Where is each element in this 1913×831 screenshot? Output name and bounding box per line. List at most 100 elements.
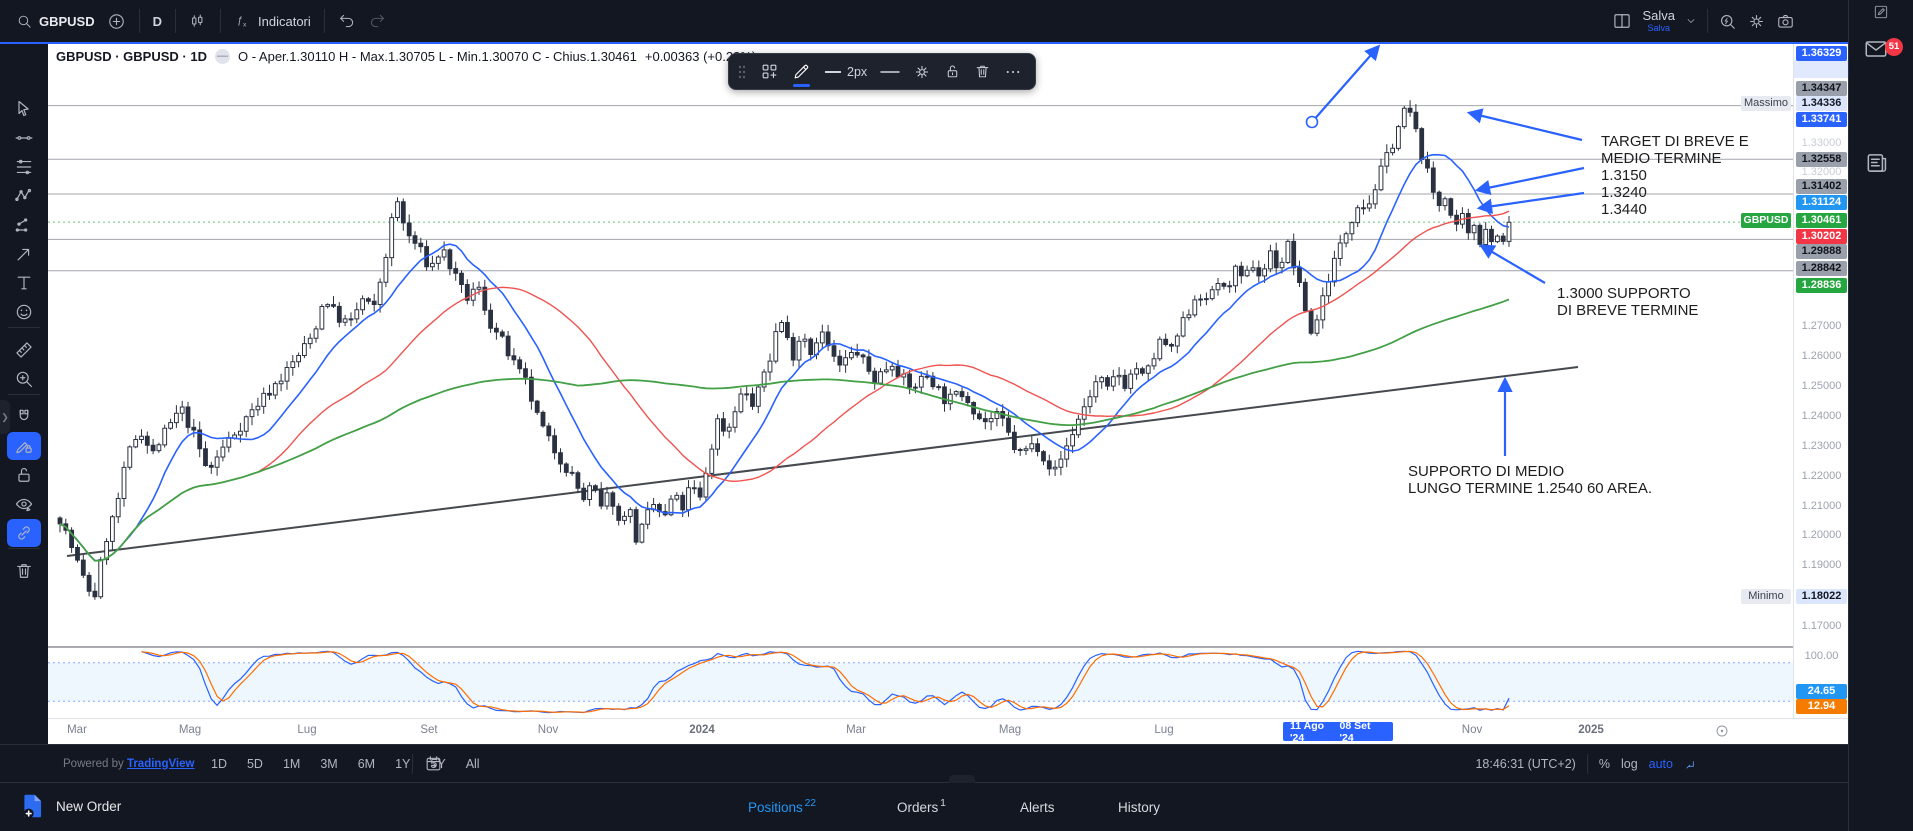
layout-icon[interactable]	[1612, 11, 1632, 31]
go-to-date-icon[interactable]	[424, 754, 443, 773]
range-button-6M[interactable]: 6M	[357, 756, 376, 771]
trend-line-tool[interactable]	[7, 124, 41, 152]
redo-button[interactable]	[362, 8, 392, 34]
sma-mid-line	[59, 210, 1510, 562]
chart-canvas[interactable]	[48, 44, 1793, 744]
cursor-tool[interactable]	[7, 95, 41, 123]
drag-handle-icon[interactable]	[737, 64, 747, 80]
undo-button[interactable]	[332, 8, 362, 34]
pencil-tool-icon[interactable]	[792, 62, 811, 87]
sync-drawings-tool[interactable]	[7, 519, 41, 547]
time-label-Mag[interactable]: Mag	[998, 724, 1022, 736]
delete-drawing-icon[interactable]	[974, 63, 991, 80]
remove-drawings-tool[interactable]	[7, 557, 41, 585]
arrow-marker-tool[interactable]	[7, 240, 41, 268]
adjust-scale-icon[interactable]	[1684, 757, 1698, 771]
drawing-settings-icon[interactable]	[913, 63, 931, 81]
log-scale-button[interactable]: log	[1620, 756, 1638, 771]
range-button-1Y[interactable]: 1Y	[395, 756, 411, 771]
interval-button[interactable]: D	[147, 10, 168, 33]
time-label-Mag[interactable]: Mag	[178, 724, 202, 736]
sync-drawings-icon	[14, 523, 34, 543]
more-options-icon[interactable]	[1004, 63, 1022, 81]
xabcd-pattern-icon	[14, 186, 34, 206]
time-label-Set[interactable]: Set	[420, 724, 438, 736]
time-label-Nov[interactable]: Nov	[1461, 724, 1483, 736]
auto-scale-button[interactable]: auto	[1648, 756, 1673, 771]
long-support-note[interactable]: SUPPORTO DI MEDIO LUNGO TERMINE 1.2540 60…	[1408, 463, 1652, 497]
quick-search-icon[interactable]	[1718, 12, 1737, 31]
fib-retracement-tool[interactable]	[7, 153, 41, 181]
target-note-line: MEDIO TERMINE	[1601, 150, 1722, 167]
range-button-5D[interactable]: 5D	[246, 756, 263, 771]
lock-icon[interactable]	[944, 63, 961, 80]
magnet-tool[interactable]	[7, 403, 41, 431]
target-note-line: 1.3440	[1601, 201, 1647, 218]
short-support-note[interactable]: 1.3000 SUPPORTO DI BREVE TERMINE	[1557, 285, 1698, 319]
save-button[interactable]: Salva Salva	[1642, 9, 1675, 33]
tab-positions[interactable]: Positions 22	[748, 783, 816, 831]
time-axis[interactable]: Mar Mag Lug Set Nov 2024 Mar Mag Lug Nov 2025 11 Ag…	[48, 718, 1848, 744]
time-label-Lug[interactable]: Lug	[297, 724, 317, 736]
compare-add-button[interactable]	[101, 8, 132, 35]
tab-label: Alerts	[1020, 800, 1055, 815]
emoji-tool[interactable]	[7, 298, 41, 326]
target-note[interactable]: TARGET DI BREVE E MEDIO TERMINE 1.3150 1.32…	[1601, 133, 1749, 218]
magnet-icon	[14, 407, 34, 427]
time-label-2024[interactable]: 2024	[689, 724, 715, 736]
chart-legend: GBPUSD · GBPUSD · 1D — O - Aper.1.30110 …	[56, 49, 756, 64]
edit-note-icon[interactable]	[1873, 4, 1889, 20]
line-style-icon[interactable]	[880, 69, 900, 75]
price-label-100.00: 100.00	[1804, 650, 1839, 662]
legend-title[interactable]: GBPUSD · GBPUSD · 1D	[56, 49, 207, 64]
tradingview-link[interactable]: TradingView	[126, 757, 195, 770]
range-button-1M[interactable]: 1M	[282, 756, 301, 771]
symbol-search-button[interactable]: GBPUSD	[10, 9, 101, 34]
time-label-2025[interactable]: 2025	[1578, 724, 1604, 736]
floating-drawing-toolbar[interactable]: 2px	[728, 53, 1036, 90]
range-button-3M[interactable]: 3M	[320, 756, 338, 771]
settings-gear-icon[interactable]	[1747, 12, 1766, 31]
xabcd-pattern-tool[interactable]	[7, 182, 41, 210]
tab-alerts[interactable]: Alerts	[1020, 783, 1055, 831]
lock-drawings-tool[interactable]	[7, 432, 41, 460]
forecast-tool[interactable]	[7, 211, 41, 239]
chart-style-button[interactable]	[183, 8, 213, 34]
panel-collapse-notch[interactable]	[949, 775, 975, 783]
text-tool-tool[interactable]	[7, 269, 41, 297]
axis-settings-icon[interactable]	[1714, 723, 1730, 739]
price-label-1.33741: 1.33741	[1796, 112, 1847, 127]
indicators-label: Indicatori	[258, 13, 311, 29]
time-label-Nov[interactable]: Nov	[537, 724, 559, 736]
tab-orders[interactable]: Orders 1	[897, 783, 946, 831]
line-width-button[interactable]: 2px	[824, 65, 867, 79]
price-axis[interactable]: 1.36329 1.34347 1.34336 Massimo 1.33741 1.330…	[1741, 44, 1849, 718]
time-label-Lug[interactable]: Lug	[1154, 724, 1174, 736]
time-label-Mar[interactable]: Mar	[67, 724, 87, 736]
clock-label[interactable]: 18:46:31 (UTC+2)	[1475, 756, 1576, 771]
price-label-1.26000: 1.26000	[1801, 350, 1842, 362]
tab-history[interactable]: History	[1118, 783, 1160, 831]
range-button-1D[interactable]: 1D	[211, 756, 227, 771]
zoom-in-tool[interactable]	[7, 365, 41, 393]
svg-text:x: x	[243, 21, 247, 28]
legend-hide-icon[interactable]: —	[214, 49, 230, 64]
news-icon[interactable]	[1864, 150, 1890, 176]
target-note-line: 1.3150	[1601, 167, 1647, 184]
range-button-All[interactable]: All	[465, 756, 480, 771]
toolbar-collapse-handle[interactable]: ❯	[0, 400, 10, 434]
drawing-templates-icon[interactable]	[760, 62, 779, 81]
new-order-button[interactable]: New Order	[20, 792, 121, 820]
measure-tool[interactable]	[7, 336, 41, 364]
arrow-drawing	[1311, 44, 1381, 123]
long-support-note-line: SUPPORTO DI MEDIO	[1408, 463, 1565, 480]
price-chart[interactable]	[48, 44, 1793, 718]
unlock-tool[interactable]	[7, 461, 41, 489]
camera-snapshot-icon[interactable]	[1776, 12, 1795, 31]
percent-scale-button[interactable]: %	[1598, 756, 1610, 771]
chevron-down-icon[interactable]	[1685, 15, 1697, 27]
interval-label: D	[152, 13, 163, 29]
hide-drawings-tool[interactable]	[7, 490, 41, 518]
time-label-Mar[interactable]: Mar	[846, 724, 866, 736]
